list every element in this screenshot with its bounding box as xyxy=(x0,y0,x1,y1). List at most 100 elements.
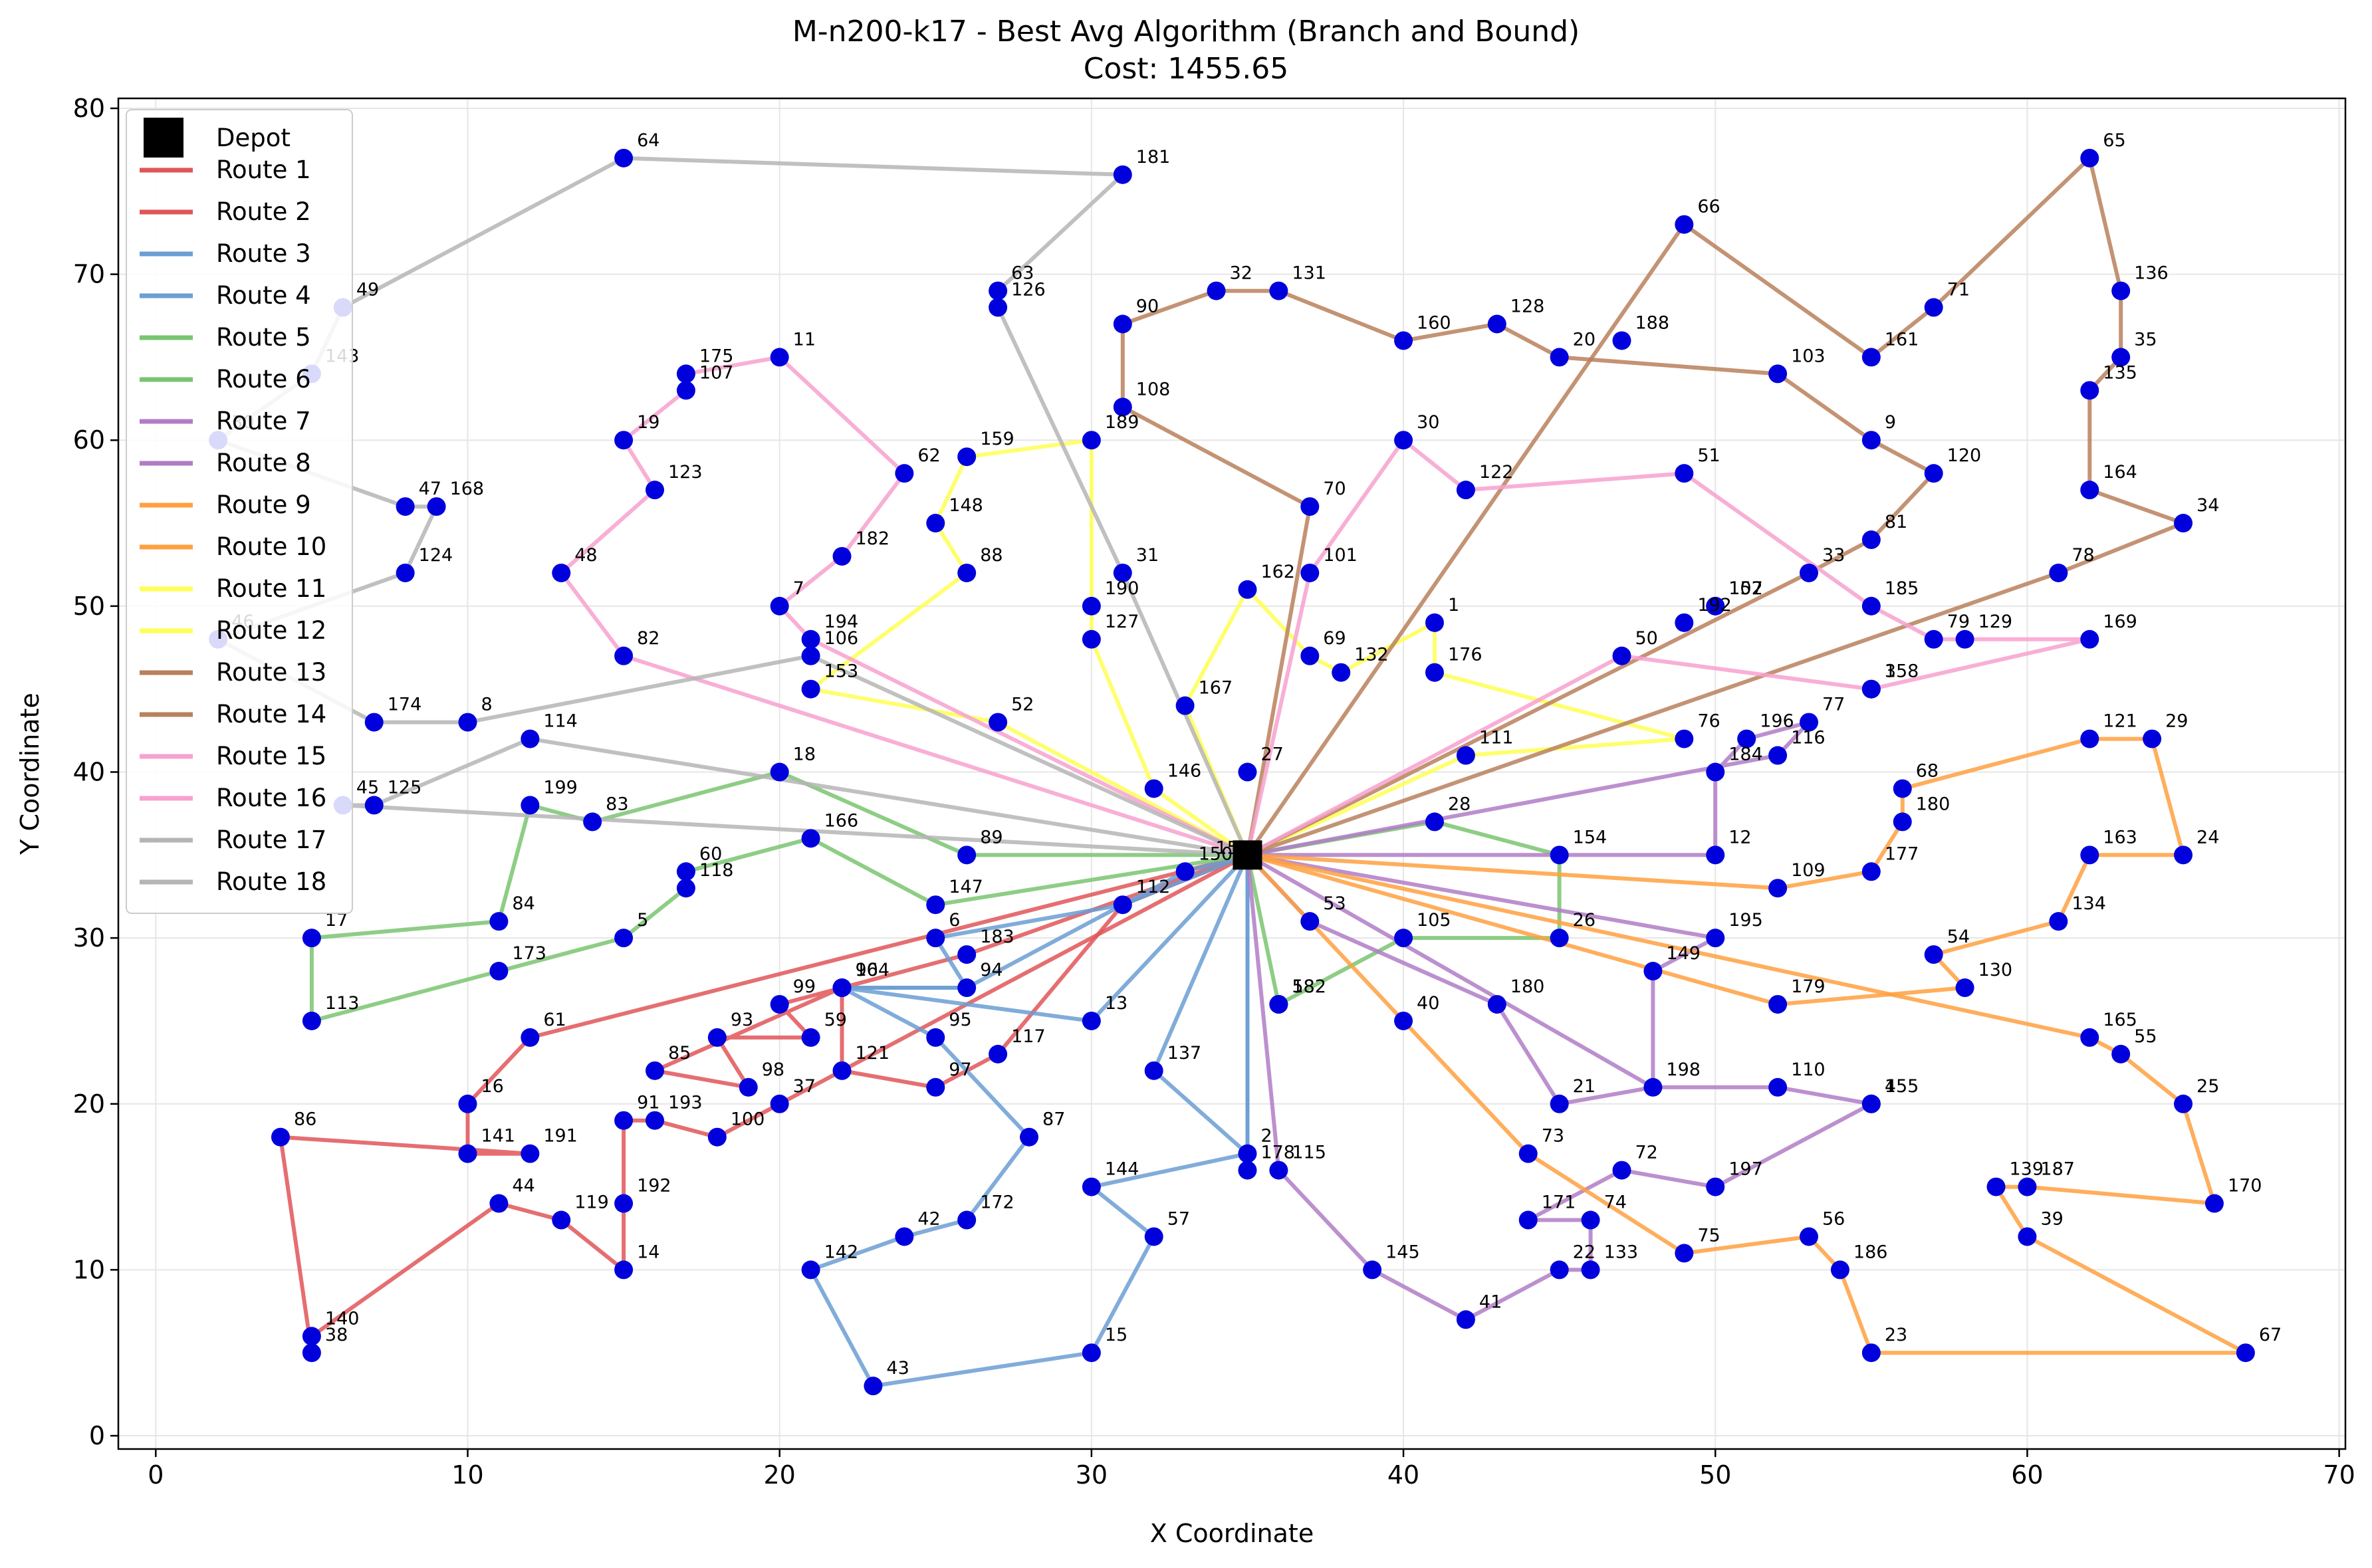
node-point xyxy=(1487,994,1506,1014)
node-label: 14 xyxy=(637,1242,659,1262)
node-label: 107 xyxy=(699,362,734,383)
node-label: 27 xyxy=(1260,744,1283,765)
node-label: 3 xyxy=(1885,661,1896,682)
plot-frame xyxy=(117,97,2347,1450)
chart-subtitle: Cost: 1455.65 xyxy=(1084,52,1289,86)
node-label: 25 xyxy=(2196,1076,2219,1097)
node-point xyxy=(1550,1094,1569,1113)
node-label: 141 xyxy=(481,1126,515,1147)
node-point xyxy=(1020,1127,1039,1147)
node-point xyxy=(614,148,634,168)
node-point xyxy=(1550,929,1569,948)
node-point xyxy=(926,895,945,915)
node-point xyxy=(770,762,789,782)
node-label: 168 xyxy=(450,479,485,499)
node-point xyxy=(2111,281,2131,300)
node-point xyxy=(646,481,665,500)
node-label: 16 xyxy=(481,1076,503,1097)
node-label: 90 xyxy=(1136,296,1159,316)
node-point xyxy=(1269,994,1288,1014)
node-label: 120 xyxy=(1947,445,1982,466)
node-label: 54 xyxy=(1947,927,1970,947)
node-label: 62 xyxy=(917,445,940,466)
node-label: 134 xyxy=(2072,893,2106,914)
node-label: 98 xyxy=(762,1060,784,1080)
node-point xyxy=(1363,1260,1382,1280)
node-point xyxy=(271,1127,290,1147)
node-label: 170 xyxy=(2228,1176,2262,1196)
node-point xyxy=(1425,812,1444,832)
y-tick-label: 60 xyxy=(73,425,105,455)
node-label: 82 xyxy=(637,628,659,649)
legend-label: Route 11 xyxy=(216,574,326,603)
node-point xyxy=(1612,1161,1631,1180)
node-label: 109 xyxy=(1791,860,1826,881)
node-label: 18 xyxy=(793,744,816,765)
node-point xyxy=(1861,530,1881,550)
node-point xyxy=(1300,646,1320,665)
depot-label: 156 xyxy=(1215,838,1250,858)
node-point xyxy=(1550,1260,1569,1280)
node-label: 159 xyxy=(980,429,1014,449)
node-label: 167 xyxy=(1199,678,1233,699)
node-point xyxy=(1082,431,1101,450)
y-tick-label: 0 xyxy=(89,1421,105,1450)
node-label: 140 xyxy=(325,1308,360,1329)
node-point xyxy=(957,447,977,467)
node-label: 21 xyxy=(1573,1076,1596,1097)
node-label: 4 xyxy=(1885,1076,1896,1097)
node-point xyxy=(1238,1161,1257,1180)
node-label: 104 xyxy=(856,960,890,980)
node-point xyxy=(801,1260,820,1280)
node-point xyxy=(1768,994,1788,1014)
legend-label: Route 13 xyxy=(216,658,326,687)
node-point xyxy=(302,1011,321,1030)
node-label: 114 xyxy=(543,711,578,732)
node-label: 66 xyxy=(1697,197,1720,217)
node-labels: 6418149143304716812446174811445125199831… xyxy=(231,130,2282,1379)
node-label: 192 xyxy=(1697,595,1732,616)
node-point xyxy=(895,464,914,483)
node-label: 31 xyxy=(1136,545,1159,566)
node-label: 34 xyxy=(2196,495,2219,516)
node-point xyxy=(1175,696,1195,715)
node-point xyxy=(1394,1011,1413,1030)
node-point xyxy=(1300,563,1320,582)
node-point xyxy=(364,796,384,815)
node-point xyxy=(489,912,509,931)
legend-depot-marker xyxy=(144,118,183,158)
legend-label: Route 7 xyxy=(216,407,311,435)
node-label: 86 xyxy=(294,1109,316,1130)
node-point xyxy=(521,729,540,748)
node-point xyxy=(1113,397,1132,417)
node-label: 176 xyxy=(1448,645,1482,665)
node-point xyxy=(770,994,789,1014)
legend-label: Route 2 xyxy=(216,197,311,226)
node-label: 60 xyxy=(699,843,722,864)
node-point xyxy=(957,845,977,865)
node-label: 115 xyxy=(1292,1143,1326,1163)
node-point xyxy=(614,646,634,665)
node-point xyxy=(1425,663,1444,682)
node-label: 74 xyxy=(1604,1192,1627,1213)
node-point xyxy=(458,713,477,732)
node-label: 77 xyxy=(1822,695,1845,715)
node-label: 49 xyxy=(356,280,379,300)
node-point xyxy=(801,646,820,665)
node-label: 23 xyxy=(1885,1325,1907,1345)
route-line-route-12 xyxy=(1183,587,1687,857)
node-label: 178 xyxy=(1260,1143,1295,1163)
node-point xyxy=(2080,148,2099,168)
node-point xyxy=(1238,1144,1257,1163)
node-label: 131 xyxy=(1292,263,1326,284)
node-label: 95 xyxy=(949,1010,971,1030)
node-point xyxy=(2080,1028,2099,1047)
node-label: 197 xyxy=(1728,1159,1763,1180)
node-point xyxy=(1581,1210,1600,1230)
node-label: 193 xyxy=(668,1093,703,1113)
node-point xyxy=(864,1377,883,1396)
y-tick-label: 10 xyxy=(73,1255,105,1284)
node-point xyxy=(458,1144,477,1163)
node-label: 93 xyxy=(731,1010,753,1030)
x-tick-label: 60 xyxy=(2011,1460,2043,1490)
